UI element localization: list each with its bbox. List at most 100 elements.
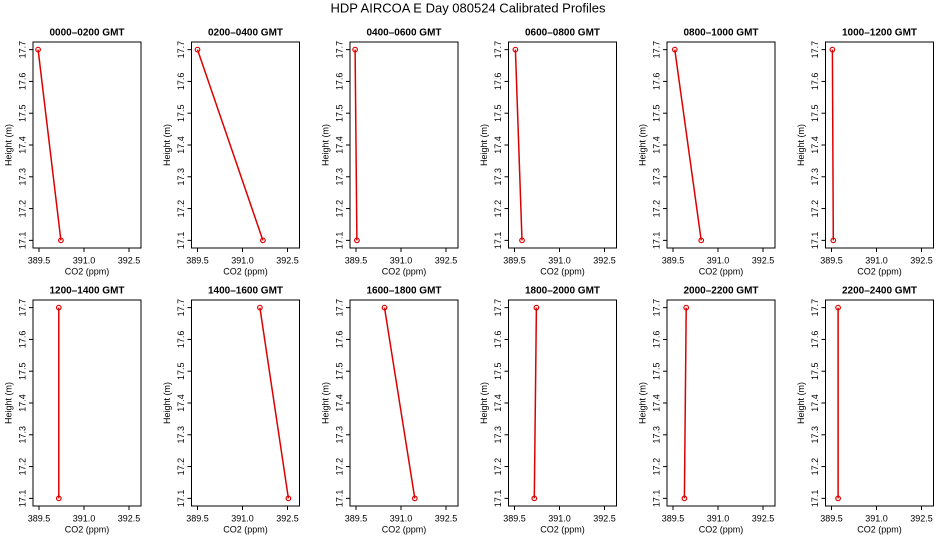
y-tick-label: 17.3 bbox=[810, 426, 820, 444]
y-tick-label: 17.6 bbox=[493, 73, 503, 91]
x-tick-label: 392.5 bbox=[118, 513, 141, 523]
y-tick-label: 17.4 bbox=[17, 136, 27, 154]
x-tick-label: 392.5 bbox=[435, 513, 458, 523]
y-tick-label: 17.4 bbox=[17, 394, 27, 412]
panel-title: 1200–1400 GMT bbox=[49, 286, 124, 297]
y-tick-label: 17.7 bbox=[810, 299, 820, 317]
y-axis-label: Height (m) bbox=[320, 382, 330, 424]
y-tick-label: 17.3 bbox=[810, 168, 820, 186]
y-tick-label: 17.5 bbox=[493, 104, 503, 122]
y-tick-label: 17.5 bbox=[651, 104, 661, 122]
y-tick-label: 17.4 bbox=[651, 394, 661, 412]
plot-box bbox=[508, 41, 617, 249]
point bbox=[519, 237, 525, 244]
x-tick-label: 391.0 bbox=[390, 513, 413, 523]
x-tick-label: 389.5 bbox=[820, 513, 843, 523]
y-tick-label: 17.2 bbox=[493, 458, 503, 476]
plot-box bbox=[825, 299, 934, 507]
profile-line bbox=[683, 307, 687, 499]
y-tick-label: 17.6 bbox=[651, 73, 661, 91]
plot-box bbox=[191, 299, 300, 507]
y-tick-label: 17.4 bbox=[810, 394, 820, 412]
y-tick-label: 17.3 bbox=[334, 426, 344, 444]
y-tick-label: 17.2 bbox=[334, 200, 344, 218]
point bbox=[55, 304, 62, 311]
plot-box bbox=[349, 41, 459, 249]
y-tick-label: 17.1 bbox=[810, 232, 820, 250]
y-axis-label: Height (m) bbox=[3, 124, 13, 166]
x-tick-label: 392.5 bbox=[752, 255, 775, 265]
profile-line bbox=[196, 49, 264, 241]
y-tick-label: 17.2 bbox=[176, 200, 186, 218]
point bbox=[681, 495, 688, 502]
point bbox=[533, 304, 540, 311]
y-tick-label: 17.6 bbox=[810, 331, 820, 349]
x-axis-label: CO2 (ppm) bbox=[699, 266, 744, 276]
y-tick-label: 17.1 bbox=[651, 232, 661, 250]
y-tick-label: 17.7 bbox=[334, 41, 344, 59]
y-tick-label: 17.2 bbox=[17, 200, 27, 218]
x-tick-label: 389.5 bbox=[186, 255, 209, 265]
x-tick-label: 392.5 bbox=[276, 255, 299, 265]
x-axis-label: CO2 (ppm) bbox=[223, 266, 268, 276]
y-tick-label: 17.4 bbox=[176, 394, 186, 412]
x-tick-label: 392.5 bbox=[435, 255, 458, 265]
point bbox=[698, 237, 705, 244]
panel-title: 2000–2200 GMT bbox=[683, 286, 758, 297]
y-tick-label: 17.2 bbox=[651, 458, 661, 476]
x-tick-label: 391.0 bbox=[548, 513, 571, 523]
plot-box bbox=[191, 41, 300, 249]
y-tick-label: 17.3 bbox=[17, 168, 27, 186]
x-axis-label: CO2 (ppm) bbox=[540, 524, 585, 534]
profile-line bbox=[37, 49, 62, 241]
y-tick-label: 17.4 bbox=[810, 136, 820, 154]
y-tick-label: 17.7 bbox=[651, 299, 661, 317]
point bbox=[671, 46, 678, 53]
x-axis-label: CO2 (ppm) bbox=[223, 524, 268, 534]
y-tick-label: 17.7 bbox=[810, 41, 820, 59]
y-tick-label: 17.7 bbox=[176, 41, 186, 59]
point bbox=[257, 304, 263, 311]
x-tick-label: 389.5 bbox=[28, 513, 51, 523]
profile-line bbox=[259, 307, 290, 499]
x-tick-label: 391.0 bbox=[548, 255, 571, 265]
profile-line bbox=[831, 49, 835, 241]
y-tick-label: 17.1 bbox=[651, 490, 661, 508]
profile-line bbox=[533, 307, 538, 499]
panel-title: 0600–0800 GMT bbox=[525, 28, 600, 39]
profile-line bbox=[514, 49, 523, 241]
y-tick-label: 17.6 bbox=[810, 73, 820, 91]
x-tick-label: 389.5 bbox=[662, 255, 685, 265]
point bbox=[58, 237, 64, 244]
y-axis-label: Height (m) bbox=[479, 124, 489, 166]
x-tick-label: 389.5 bbox=[186, 513, 209, 523]
y-tick-label: 17.2 bbox=[493, 200, 503, 218]
plot-box bbox=[666, 299, 776, 507]
y-tick-label: 17.3 bbox=[493, 168, 503, 186]
point bbox=[683, 304, 690, 311]
y-tick-label: 17.3 bbox=[176, 168, 186, 186]
y-tick-label: 17.4 bbox=[176, 136, 186, 154]
panel-title: 0200–0400 GMT bbox=[208, 28, 283, 39]
y-tick-label: 17.1 bbox=[176, 490, 186, 508]
plot-box bbox=[32, 299, 142, 507]
panel-title: 1400–1600 GMT bbox=[208, 286, 283, 297]
x-tick-label: 392.5 bbox=[118, 255, 141, 265]
y-tick-label: 17.4 bbox=[651, 136, 661, 154]
y-tick-label: 17.6 bbox=[334, 331, 344, 349]
x-tick-label: 392.5 bbox=[752, 513, 775, 523]
x-tick-label: 391.0 bbox=[865, 513, 888, 523]
y-tick-label: 17.7 bbox=[17, 41, 27, 59]
x-tick-label: 391.0 bbox=[73, 255, 96, 265]
y-axis-label: Height (m) bbox=[796, 124, 806, 166]
y-tick-label: 17.2 bbox=[334, 458, 344, 476]
y-tick-label: 17.3 bbox=[176, 426, 186, 444]
point bbox=[285, 495, 292, 502]
plot-box bbox=[666, 41, 776, 249]
profile-line bbox=[383, 307, 416, 499]
y-tick-label: 17.4 bbox=[493, 394, 503, 412]
y-tick-label: 17.7 bbox=[493, 41, 503, 59]
x-tick-label: 392.5 bbox=[593, 255, 616, 265]
y-tick-label: 17.6 bbox=[176, 73, 186, 91]
y-tick-label: 17.1 bbox=[17, 232, 27, 250]
